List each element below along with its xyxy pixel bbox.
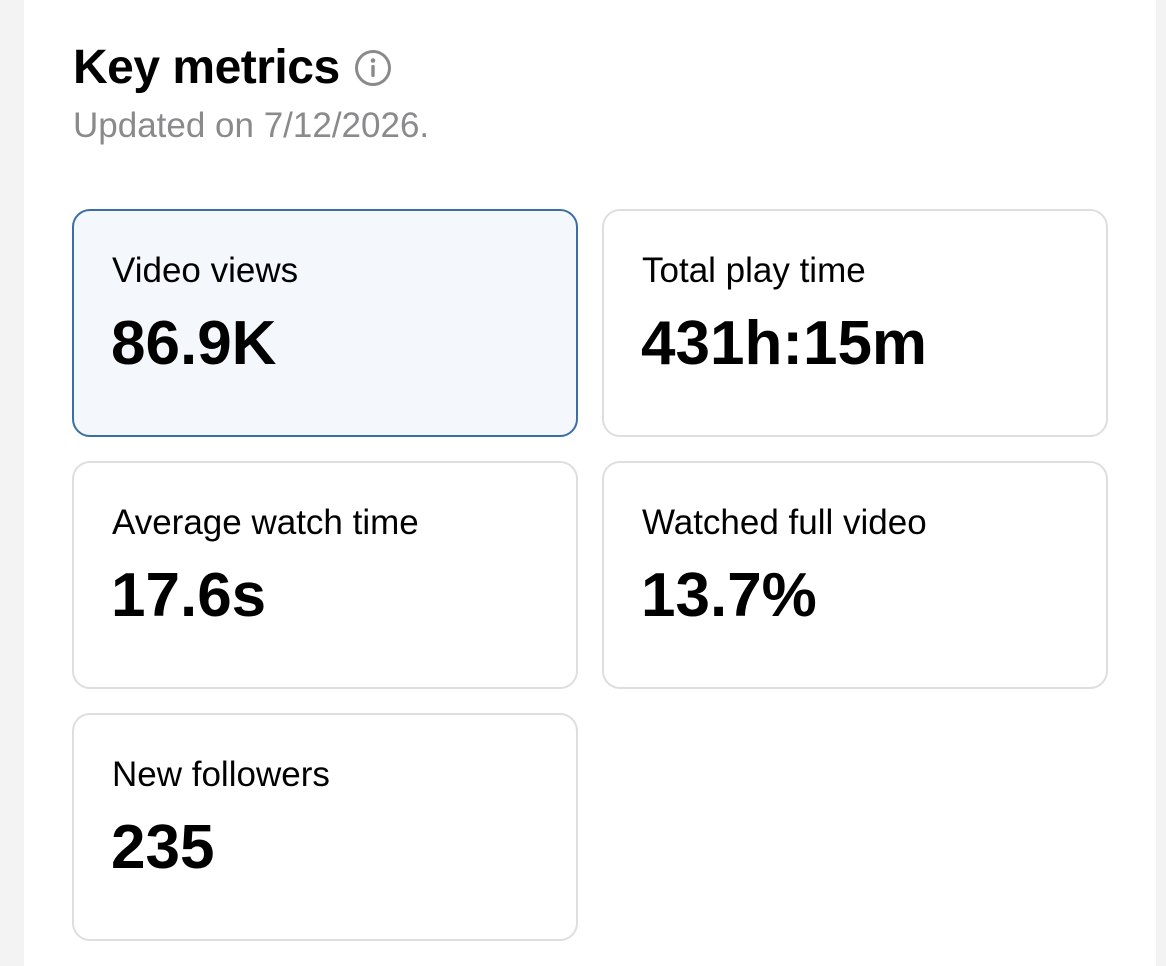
metric-label: Average watch time <box>112 503 419 542</box>
title-row: Key metrics <box>73 38 1116 98</box>
metric-value: 235 <box>111 813 215 882</box>
metric-label: Video views <box>112 251 299 290</box>
metric-label: Total play time <box>642 251 866 290</box>
metric-card-average-watch-time[interactable]: Average watch time 17.6s <box>72 461 578 689</box>
metric-card-total-play-time[interactable]: Total play time 431h:15m <box>602 209 1108 437</box>
key-metrics-panel: Key metrics Updated on 7/12/2026. Video … <box>24 0 1156 966</box>
info-circle-icon[interactable] <box>354 49 392 87</box>
section-title: Key metrics <box>73 41 340 94</box>
metric-value: 13.7% <box>641 561 817 630</box>
metric-card-watched-full-video[interactable]: Watched full video 13.7% <box>602 461 1108 689</box>
metric-card-new-followers[interactable]: New followers 235 <box>72 713 578 941</box>
metric-value: 17.6s <box>111 561 267 630</box>
metric-label: Watched full video <box>642 503 927 542</box>
metric-value: 431h:15m <box>641 309 928 378</box>
metric-label: New followers <box>112 755 330 794</box>
metric-value: 86.9K <box>111 309 277 378</box>
key-metrics-header: Key metrics Updated on 7/12/2026. <box>73 38 1116 148</box>
metric-card-video-views[interactable]: Video views 86.9K <box>72 209 578 437</box>
updated-date-text: Updated on 7/12/2026. <box>73 106 430 145</box>
